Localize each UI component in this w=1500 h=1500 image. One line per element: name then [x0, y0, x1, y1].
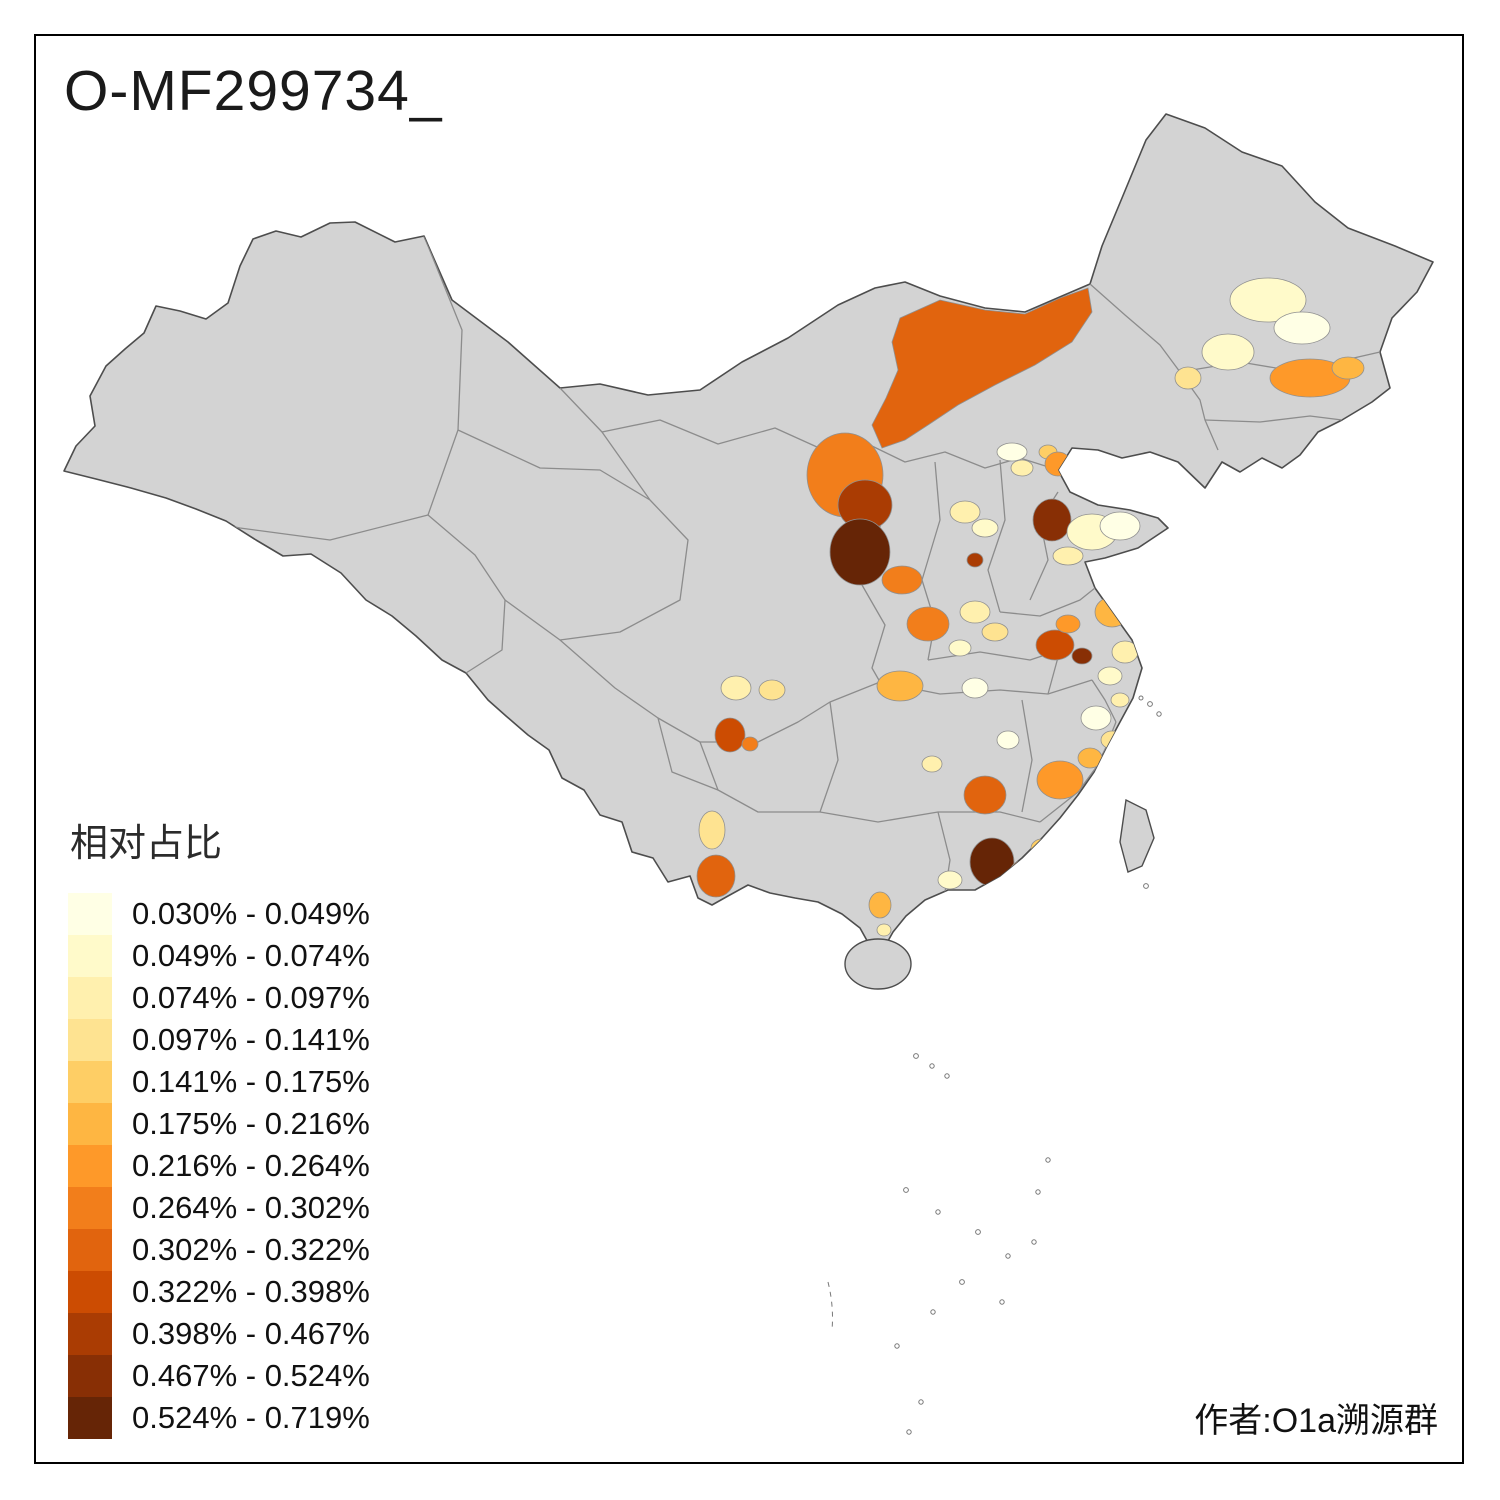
legend-item: 0.074% - 0.097%	[68, 977, 370, 1019]
legend-range: 0.097% - 0.141%	[132, 1022, 370, 1057]
map-region	[948, 639, 972, 657]
attribution: 作者:O1a溯源群	[1194, 1402, 1438, 1440]
map-region	[961, 677, 989, 699]
map-region	[971, 518, 999, 538]
legend-item: 0.141% - 0.175%	[68, 1061, 370, 1103]
legend-range: 0.398% - 0.467%	[132, 1316, 370, 1351]
map-region	[876, 670, 924, 702]
legend-swatch	[68, 1271, 112, 1313]
map-region	[1229, 277, 1307, 323]
legend-swatch	[68, 1019, 112, 1061]
map-region	[1071, 647, 1093, 665]
taiwan-island	[1119, 798, 1155, 873]
map-region	[937, 870, 963, 890]
map-region	[1044, 451, 1072, 477]
map-region	[1036, 760, 1084, 800]
legend-title: 相对占比	[70, 823, 223, 865]
map-region	[981, 622, 1009, 642]
map-region	[696, 854, 736, 898]
map-region	[1010, 459, 1034, 477]
map-region	[1032, 498, 1072, 542]
map-region	[1273, 311, 1331, 345]
legend-range: 0.049% - 0.074%	[132, 938, 370, 973]
legend-item: 0.097% - 0.141%	[68, 1019, 370, 1061]
map-region	[1077, 747, 1103, 769]
legend-item: 0.030% - 0.049%	[68, 893, 370, 935]
map-region	[698, 810, 726, 850]
map-region	[829, 518, 891, 586]
legend-range: 0.216% - 0.264%	[132, 1148, 370, 1183]
legend-range: 0.074% - 0.097%	[132, 980, 370, 1015]
map-region	[996, 730, 1020, 750]
legend-items: 0.030% - 0.049% 0.049% - 0.074% 0.074% -…	[68, 893, 370, 1439]
map-region	[959, 600, 991, 624]
legend-range: 0.302% - 0.322%	[132, 1232, 370, 1267]
legend-item: 0.398% - 0.467%	[68, 1313, 370, 1355]
map-region	[758, 679, 786, 701]
legend-swatch	[68, 977, 112, 1019]
map-region	[1080, 705, 1112, 731]
map-region	[966, 552, 984, 568]
map-region	[714, 717, 746, 753]
map-region	[1035, 629, 1075, 661]
legend-swatch	[68, 1313, 112, 1355]
map-region	[881, 565, 923, 595]
map-region	[1009, 859, 1041, 885]
map-region	[963, 775, 1007, 815]
south-china-sea-islets	[827, 695, 1162, 1435]
map-region	[1055, 614, 1081, 634]
legend: 相对占比 0.030% - 0.049% 0.049% - 0.074% 0.0…	[68, 812, 370, 1439]
legend-item: 0.216% - 0.264%	[68, 1145, 370, 1187]
legend-swatch	[68, 935, 112, 977]
map-region	[1174, 366, 1202, 390]
legend-swatch	[68, 1061, 112, 1103]
legend-swatch	[68, 1145, 112, 1187]
map-region	[876, 923, 892, 937]
page-title: O-MF299734_	[64, 59, 443, 123]
legend-item: 0.524% - 0.719%	[68, 1397, 370, 1439]
legend-item: 0.322% - 0.398%	[68, 1271, 370, 1313]
legend-range: 0.175% - 0.216%	[132, 1106, 370, 1141]
legend-range: 0.264% - 0.302%	[132, 1190, 370, 1225]
map-region	[1052, 546, 1084, 566]
legend-range: 0.467% - 0.524%	[132, 1358, 370, 1393]
legend-swatch	[68, 1103, 112, 1145]
legend-item: 0.264% - 0.302%	[68, 1187, 370, 1229]
legend-range: 0.030% - 0.049%	[132, 896, 370, 931]
map-region	[871, 287, 1093, 449]
map-region	[996, 442, 1028, 462]
map-region	[1099, 511, 1141, 541]
legend-swatch	[68, 1397, 112, 1439]
legend-range: 0.322% - 0.398%	[132, 1274, 370, 1309]
legend-swatch	[68, 893, 112, 935]
map-region	[949, 500, 981, 524]
legend-swatch	[68, 1229, 112, 1271]
map-region	[1030, 838, 1054, 858]
map-region	[868, 891, 892, 919]
map-region	[1201, 333, 1255, 371]
hainan-island	[844, 938, 912, 990]
map-region	[1097, 666, 1123, 686]
legend-item: 0.049% - 0.074%	[68, 935, 370, 977]
map-region	[1100, 730, 1124, 750]
legend-item: 0.302% - 0.322%	[68, 1229, 370, 1271]
legend-range: 0.524% - 0.719%	[132, 1400, 370, 1435]
map-region	[741, 736, 759, 752]
map-region	[906, 606, 950, 642]
map-region	[1094, 596, 1130, 628]
map-region	[1110, 692, 1130, 708]
map-region	[1331, 356, 1365, 380]
map-region	[921, 755, 943, 773]
map-region	[720, 675, 752, 701]
map-region	[969, 837, 1015, 887]
legend-item: 0.175% - 0.216%	[68, 1103, 370, 1145]
legend-range: 0.141% - 0.175%	[132, 1064, 370, 1099]
legend-item: 0.467% - 0.524%	[68, 1355, 370, 1397]
legend-swatch	[68, 1187, 112, 1229]
legend-swatch	[68, 1355, 112, 1397]
